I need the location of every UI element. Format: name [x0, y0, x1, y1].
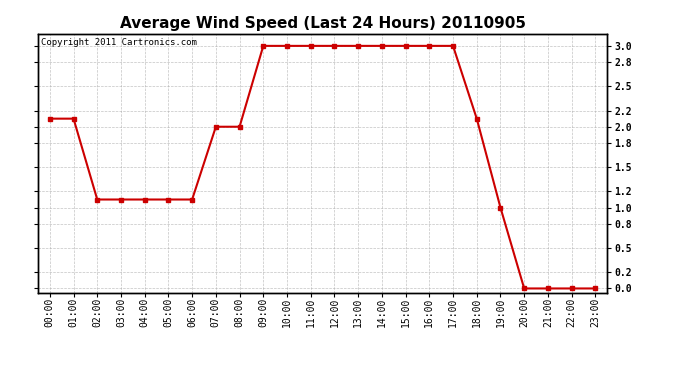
- Title: Average Wind Speed (Last 24 Hours) 20110905: Average Wind Speed (Last 24 Hours) 20110…: [119, 16, 526, 31]
- Text: Copyright 2011 Cartronics.com: Copyright 2011 Cartronics.com: [41, 38, 197, 46]
